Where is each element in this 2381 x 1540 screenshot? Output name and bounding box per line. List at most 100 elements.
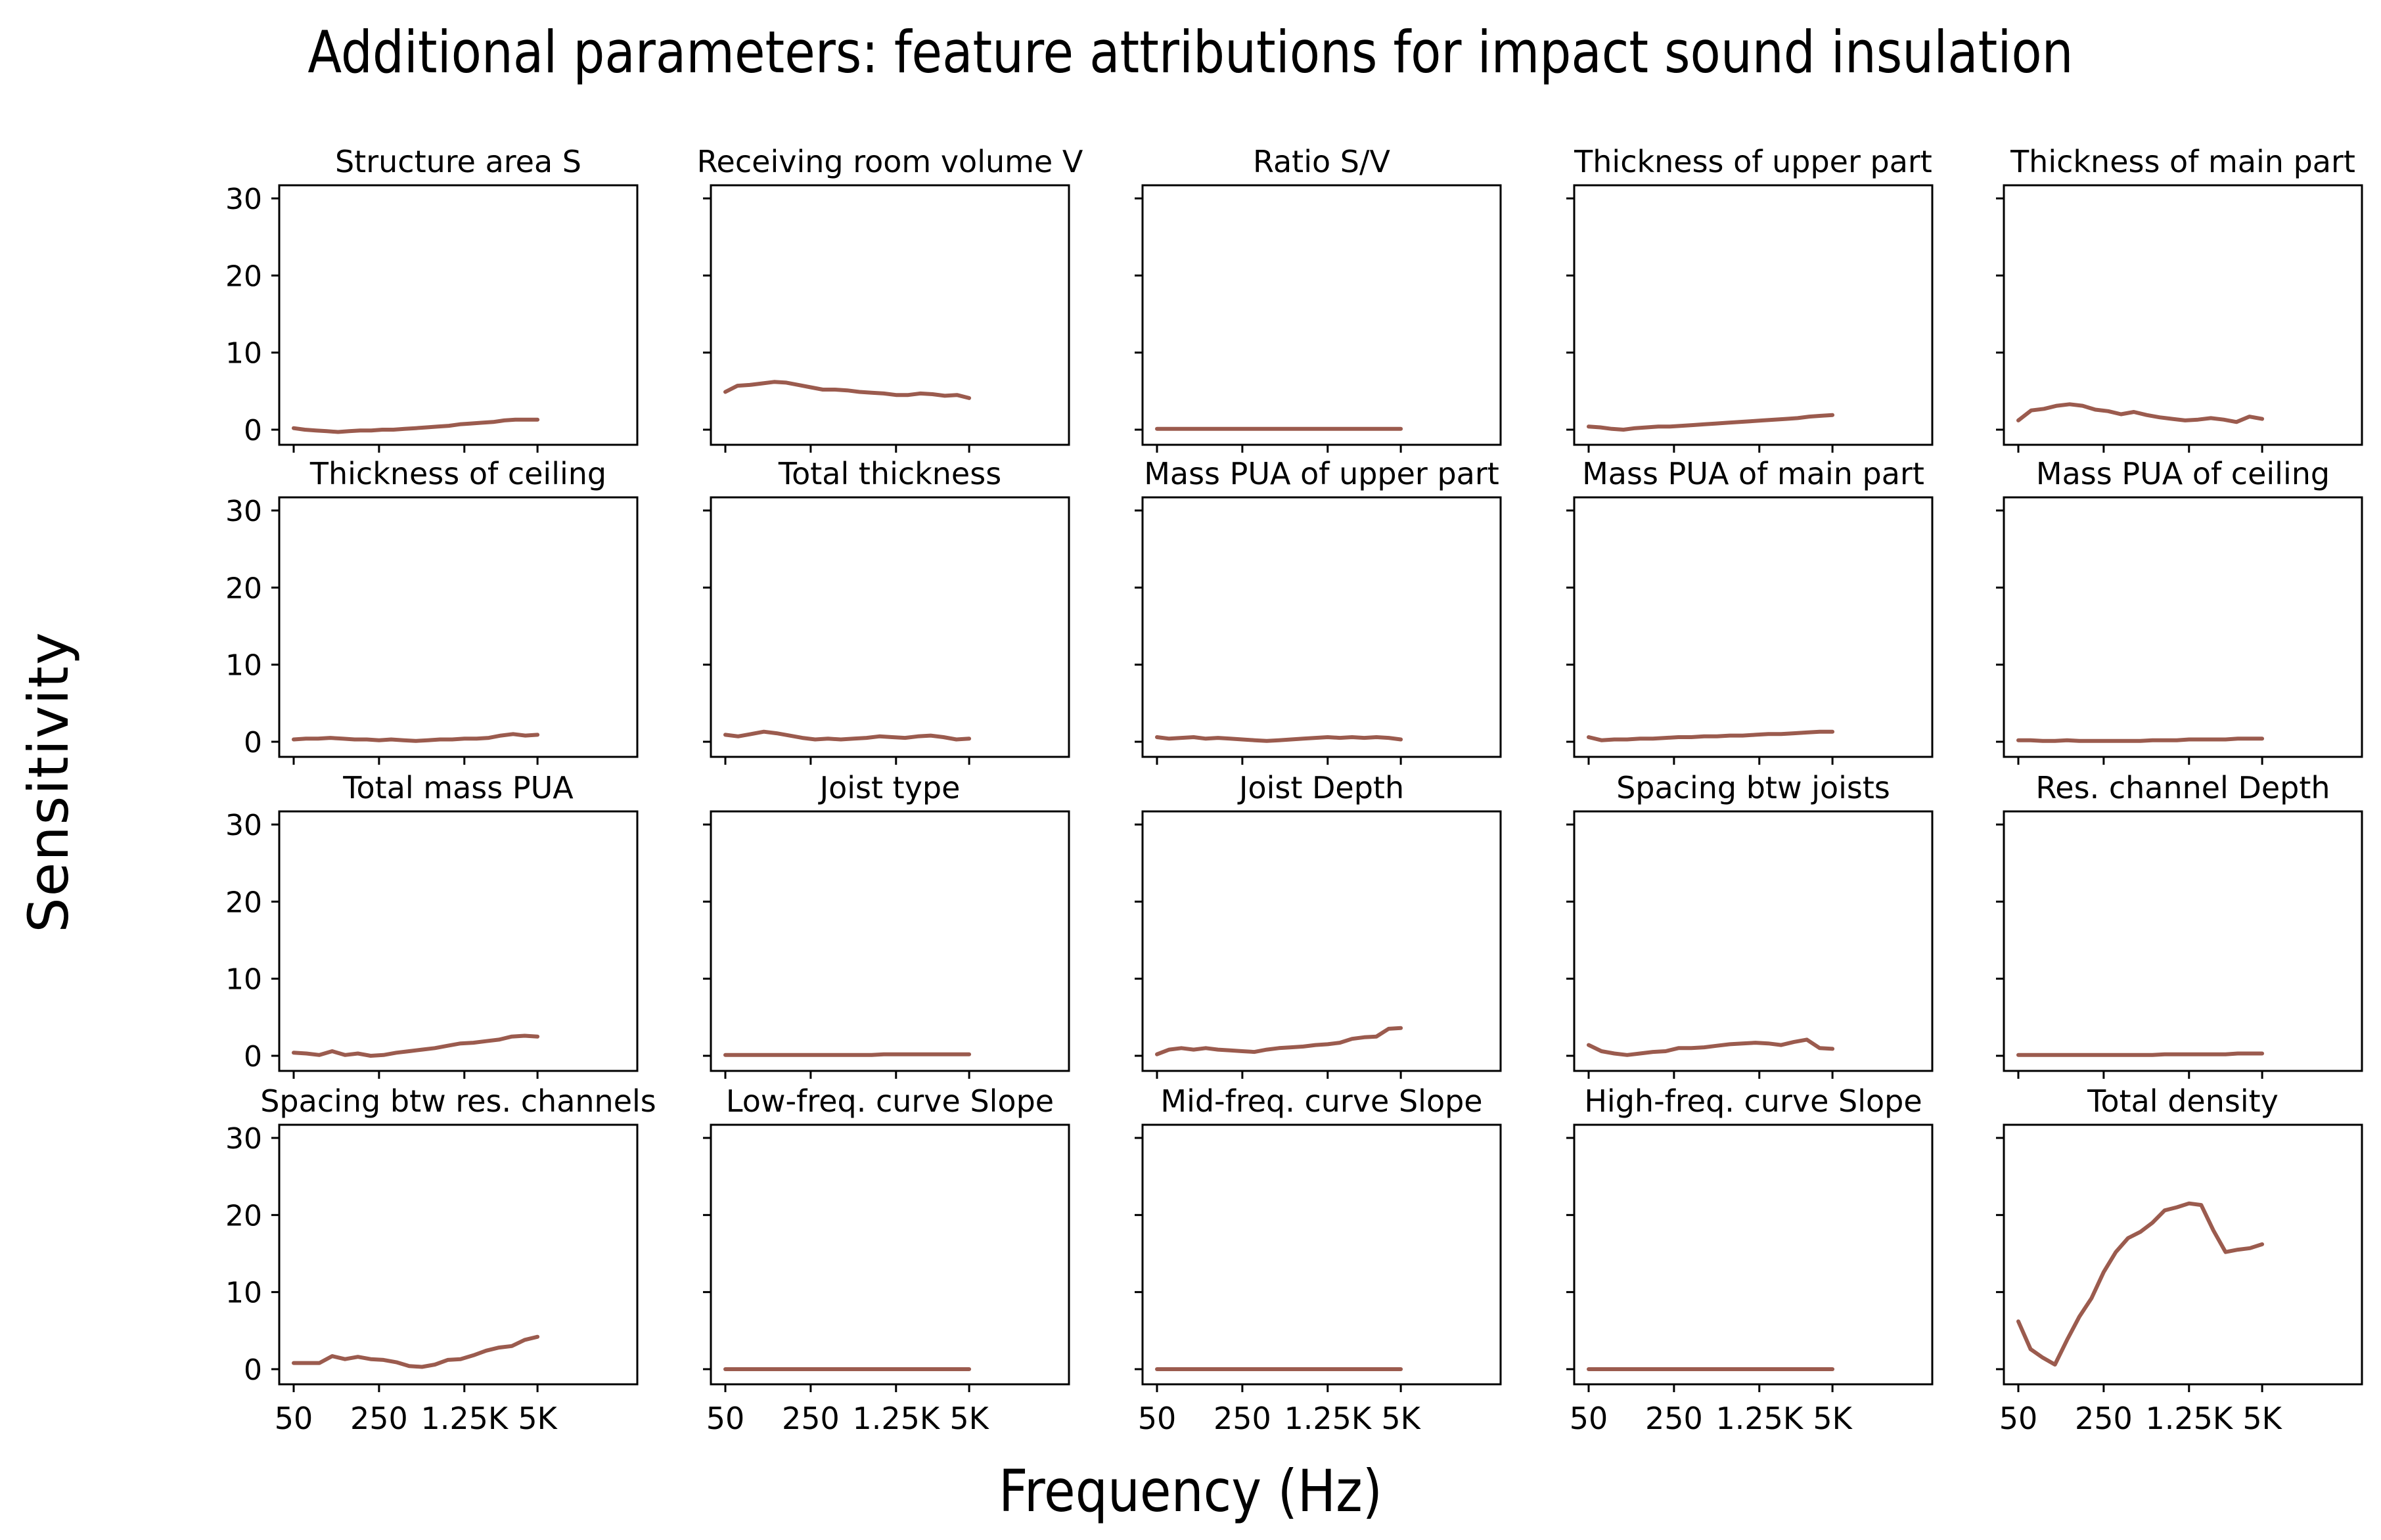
x-tick-label: 250: [782, 1401, 840, 1436]
subplot-frame: [1573, 184, 1934, 446]
subplot-title: Total thickness: [778, 456, 1001, 491]
y-tick-label: 20: [225, 1199, 262, 1233]
sensitivity-line: [723, 729, 972, 742]
x-tick-label: 5K: [1813, 1401, 1853, 1436]
sensitivity-line: [292, 1033, 540, 1058]
sensitivity-line: [723, 380, 972, 400]
x-tick-label: 50: [1570, 1401, 1608, 1436]
subplot: Mass PUA of ceiling: [1996, 456, 2363, 765]
x-axis-label: Frequency (Hz): [999, 1457, 1382, 1525]
subplot-frame: [2003, 810, 2363, 1072]
y-tick-label: 20: [225, 260, 262, 293]
subplot-frame: [2003, 496, 2363, 758]
subplot: Joist type: [703, 770, 1070, 1079]
subplot-frame: [710, 496, 1070, 758]
subplot: Thickness of upper part: [1566, 144, 1934, 453]
subplot-title: Low-freq. curve Slope: [726, 1083, 1054, 1119]
subplot-title: Receiving room volume V: [697, 144, 1083, 179]
subplot: Mass PUA of upper part: [1135, 456, 1502, 765]
subplot-title: Mid-freq. curve Slope: [1160, 1083, 1482, 1119]
x-tick-label: 250: [1645, 1401, 1703, 1436]
subplot: Thickness of main part: [1996, 144, 2363, 453]
subplot-frame: [1141, 1123, 1502, 1386]
subplot-title: Thickness of ceiling: [309, 456, 606, 491]
sensitivity-line: [1587, 413, 1835, 432]
x-tick-label: 50: [706, 1401, 745, 1436]
subplot: High-freq. curve Slope 50 250 1.25K 5K: [1566, 1083, 1934, 1436]
x-tick-label: 250: [2075, 1401, 2133, 1436]
subplot-frame: [710, 810, 1070, 1072]
subplot-title: Mass PUA of upper part: [1144, 456, 1499, 491]
subplot-title: Total mass PUA: [342, 770, 574, 805]
y-tick-label: 20: [225, 572, 262, 605]
subplot-title: Mass PUA of ceiling: [2036, 456, 2330, 491]
subplot-frame: [278, 496, 639, 758]
subplot-frame: [1573, 810, 1934, 1072]
subplot: Mass PUA of main part: [1566, 456, 1934, 765]
sensitivity-line: [723, 1052, 972, 1057]
subplot: Low-freq. curve Slope 50 250 1.25K 5K: [703, 1083, 1070, 1436]
y-tick-label: 30: [225, 495, 262, 528]
x-tick-label: 50: [1138, 1401, 1177, 1436]
subplot-frame: [1141, 810, 1502, 1072]
x-tick-label: 1.25K: [420, 1401, 509, 1436]
subplot-title: Spacing btw res. channels: [260, 1083, 656, 1119]
y-tick-label: 10: [225, 1277, 262, 1310]
subplot: Total density 50 250 1.25K 5K: [1996, 1083, 2363, 1436]
sensitivity-line: [1155, 1026, 1403, 1056]
subplot-frame: [1573, 496, 1934, 758]
subplot-frame: [2003, 1123, 2363, 1386]
subplot: Total thickness: [703, 456, 1070, 765]
subplot-title: Joist type: [818, 770, 961, 805]
y-tick-label: 0: [244, 726, 262, 759]
subplot-frame: [278, 184, 639, 446]
subplot-frame: [2003, 184, 2363, 446]
subplot-title: Thickness of main part: [2010, 144, 2355, 179]
x-tick-label: 50: [275, 1401, 313, 1436]
figure-title: Additional parameters: feature attributi…: [307, 18, 2074, 86]
sensitivity-line: [292, 1334, 540, 1369]
subplot-title: Mass PUA of main part: [1582, 456, 1924, 491]
subplot: Spacing btw res. channels 0 10 20 30 50 250 1.2…: [225, 1083, 656, 1436]
subplot-frame: [1141, 184, 1502, 446]
y-tick-label: 10: [225, 963, 262, 997]
sensitivity-line: [2016, 736, 2265, 743]
subplot: Mid-freq. curve Slope 50 250 1.25K 5K: [1135, 1083, 1502, 1436]
subplot-title: Spacing btw joists: [1616, 770, 1890, 805]
subplot-frame: [278, 810, 639, 1072]
sensitivity-line: [2016, 402, 2265, 424]
subplot-frame: [1573, 1123, 1934, 1386]
sensitivity-line: [2016, 1201, 2265, 1367]
subplot-title: Structure area S: [335, 144, 581, 179]
subplot: Total mass PUA 0 10 20 30: [225, 770, 639, 1079]
subplot-frame: [710, 184, 1070, 446]
x-tick-label: 1.25K: [852, 1401, 940, 1436]
y-tick-label: 10: [225, 649, 262, 683]
y-tick-label: 20: [225, 886, 262, 919]
subplot-frame: [278, 1123, 639, 1386]
x-tick-label: 50: [1999, 1401, 2038, 1436]
x-tick-label: 5K: [1381, 1401, 1421, 1436]
sensitivity-line: [1155, 735, 1403, 743]
subplot-title: Thickness of upper part: [1574, 144, 1932, 179]
y-tick-label: 30: [225, 183, 262, 216]
x-tick-label: 5K: [2242, 1401, 2282, 1436]
subplot: Structure area S 0 10 20 30: [225, 144, 639, 453]
subplot-title: Res. channel Depth: [2035, 770, 2330, 805]
y-tick-label: 10: [225, 337, 262, 371]
subplot: Thickness of ceiling 0 10 20 30: [225, 456, 639, 765]
subplot-title: Joist Depth: [1237, 770, 1404, 805]
subplot: Spacing btw joists: [1566, 770, 1934, 1079]
subplot: Joist Depth: [1135, 770, 1502, 1079]
subplot-title: High-freq. curve Slope: [1584, 1083, 1922, 1119]
sensitivity-line: [2016, 1051, 2265, 1057]
x-tick-label: 1.25K: [1715, 1401, 1803, 1436]
x-tick-label: 5K: [949, 1401, 989, 1436]
y-tick-label: 0: [244, 1353, 262, 1387]
y-tick-label: 0: [244, 414, 262, 447]
y-tick-label: 30: [225, 1122, 262, 1156]
subplot-frame: [1141, 496, 1502, 758]
sensitivity-line: [1587, 729, 1835, 742]
